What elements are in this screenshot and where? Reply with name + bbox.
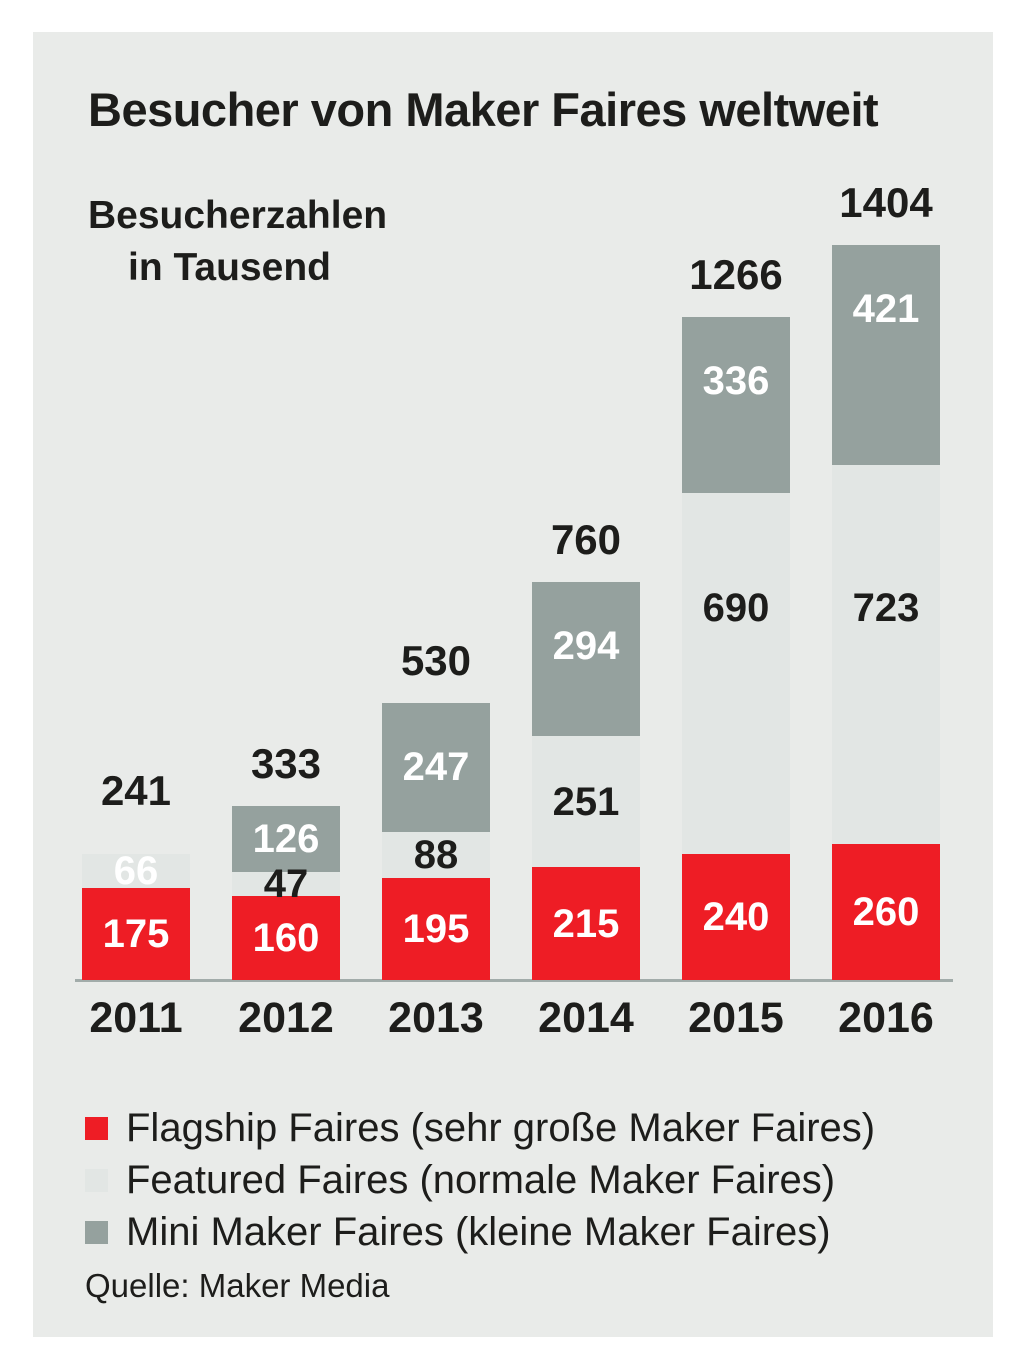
bar-segment-featured-2014: [532, 736, 640, 868]
bar-segment-featured-2015: [682, 493, 790, 855]
legend-item-mini: Mini Maker Faires (kleine Maker Faires): [85, 1206, 875, 1258]
bar-segment-flagship-2013: [382, 877, 490, 980]
total-label-2011: 241: [100, 766, 172, 814]
featured-swatch-icon: [85, 1168, 108, 1192]
value-label-featured-2012: 47: [263, 861, 309, 906]
value-label-featured-2016: 723: [852, 586, 920, 630]
value-label-flagship-2015: 240: [702, 895, 770, 940]
subtitle-line-2: in Tausend: [128, 246, 331, 289]
bar-segment-mini-2014: [532, 582, 640, 737]
value-label-mini-2016: 421: [852, 287, 920, 331]
bar-segment-mini-2013: [382, 702, 490, 832]
value-label-mini-2012: 126: [252, 816, 320, 861]
value-label-featured-2015: 690: [702, 586, 770, 630]
year-label-2013: 2013: [388, 994, 484, 1042]
bar-segment-flagship-2011: [82, 888, 190, 980]
value-label-flagship-2013: 195: [402, 906, 470, 951]
bar-segment-featured-2012: [232, 871, 340, 897]
value-label-flagship-2012: 160: [252, 916, 320, 961]
total-label-2015: 1266: [689, 251, 783, 299]
x-axis-line: [75, 979, 953, 982]
chart-subtitle: Besucherzahlen in Tausend: [88, 190, 387, 294]
bar-segment-flagship-2012: [232, 896, 340, 980]
year-label-2015: 2015: [688, 994, 784, 1042]
value-label-flagship-2011: 175: [102, 912, 170, 957]
chart-card: Besucher von Maker Faires weltweit Besuc…: [33, 32, 993, 1337]
value-label-mini-2015: 336: [702, 359, 770, 404]
chart-title: Besucher von Maker Faires weltweit: [88, 83, 879, 136]
total-label-2013: 530: [400, 636, 472, 684]
bar-segment-flagship-2016: [832, 843, 940, 980]
subtitle-line-1: Besucherzahlen: [88, 194, 388, 237]
bar-segment-featured-2011: [82, 853, 190, 889]
year-label-2014: 2014: [538, 994, 634, 1042]
source-note: Quelle: Maker Media: [85, 1267, 390, 1304]
legend-label-featured: Featured Faires (normale Maker Faires): [126, 1157, 836, 1202]
bar-segment-flagship-2015: [682, 854, 790, 980]
year-label-2016: 2016: [838, 994, 934, 1042]
year-label-2012: 2012: [238, 994, 334, 1042]
flagship-swatch-icon: [85, 1116, 108, 1140]
value-label-flagship-2016: 260: [852, 889, 920, 934]
value-label-featured-2011: 66: [113, 849, 159, 894]
legend-label-flagship: Flagship Faires (sehr große Maker Faires…: [126, 1105, 876, 1150]
bar-segment-featured-2013: [382, 831, 490, 878]
bar-segment-mini-2016: [832, 245, 940, 466]
value-label-mini-2014: 294: [552, 624, 620, 669]
bar-segment-featured-2016: [832, 465, 940, 844]
bar-segment-mini-2015: [682, 317, 790, 494]
bar-segment-flagship-2014: [532, 867, 640, 980]
legend: Flagship Faires (sehr große Maker Faires…: [85, 1102, 875, 1258]
legend-item-flagship: Flagship Faires (sehr große Maker Faires…: [85, 1102, 875, 1154]
value-label-featured-2014: 251: [552, 779, 620, 824]
value-label-featured-2013: 88: [413, 832, 459, 877]
year-label-2011: 2011: [89, 994, 183, 1042]
legend-item-featured: Featured Faires (normale Maker Faires): [85, 1154, 875, 1206]
bar-segment-mini-2012: [232, 805, 340, 872]
legend-label-mini: Mini Maker Faires (kleine Maker Faires): [126, 1209, 831, 1254]
total-label-2012: 333: [250, 739, 322, 787]
value-label-flagship-2014: 215: [552, 901, 620, 946]
total-label-2014: 760: [550, 516, 622, 564]
value-label-mini-2013: 247: [402, 744, 470, 789]
total-label-2016: 1404: [839, 179, 933, 226]
mini-swatch-icon: [85, 1220, 108, 1244]
stacked-bar-chart: 175 66 241 2011 160 47 126 333 2012 195 88 247 530 20…: [33, 32, 993, 1337]
